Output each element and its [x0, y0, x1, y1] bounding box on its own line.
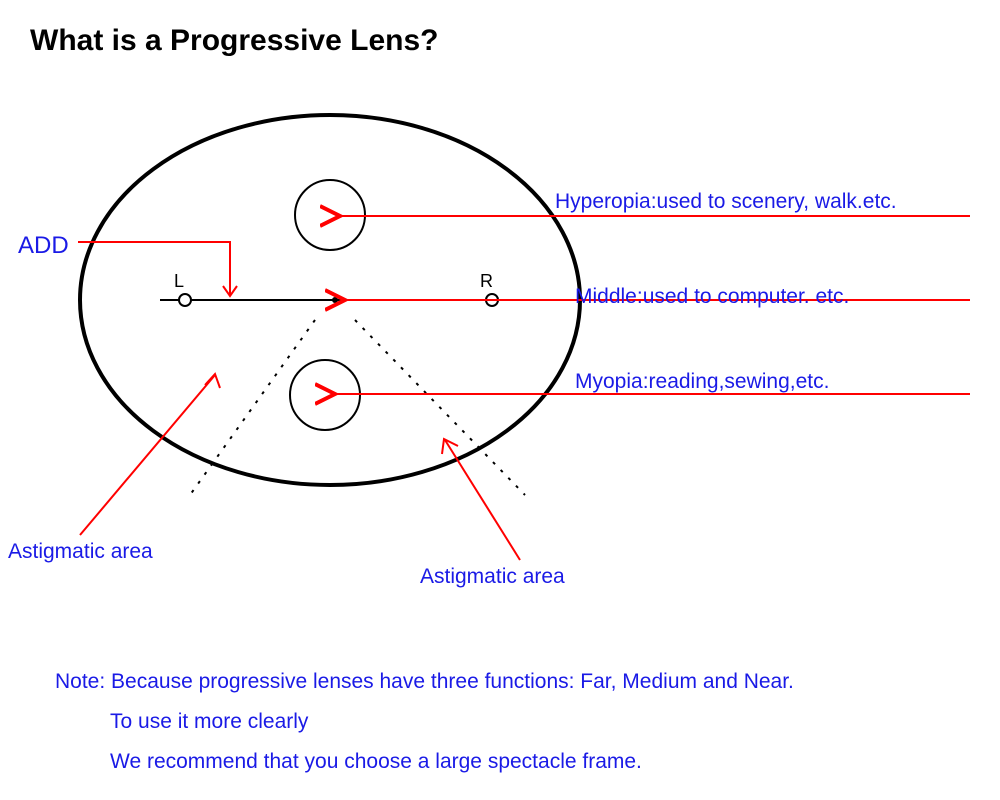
label-myopia: Myopia:reading,sewing,etc. — [575, 370, 829, 394]
note-line-2: To use it more clearly — [110, 710, 308, 734]
note-line-3: We recommend that you choose a large spe… — [110, 750, 642, 774]
l-marker-circle — [179, 294, 191, 306]
arrowhead-astig-left — [205, 374, 220, 388]
note-line-1: Note: Because progressive lenses have th… — [55, 670, 794, 694]
label-add: ADD — [18, 232, 69, 260]
label-astigmatic-left: Astigmatic area — [8, 540, 153, 564]
dotted-boundary-left — [190, 320, 315, 495]
axis-center-dot — [332, 297, 338, 303]
r-marker-label: R — [480, 271, 493, 292]
label-astigmatic-right: Astigmatic area — [420, 565, 565, 589]
label-middle: Middle:used to computer. etc. — [575, 285, 849, 309]
arrow-astig-right — [445, 440, 520, 560]
label-hyperopia: Hyperopia:used to scenery, walk.etc. — [555, 190, 897, 214]
dotted-boundary-right — [355, 320, 525, 495]
arrow-add — [78, 242, 230, 295]
l-marker-label: L — [174, 271, 184, 292]
